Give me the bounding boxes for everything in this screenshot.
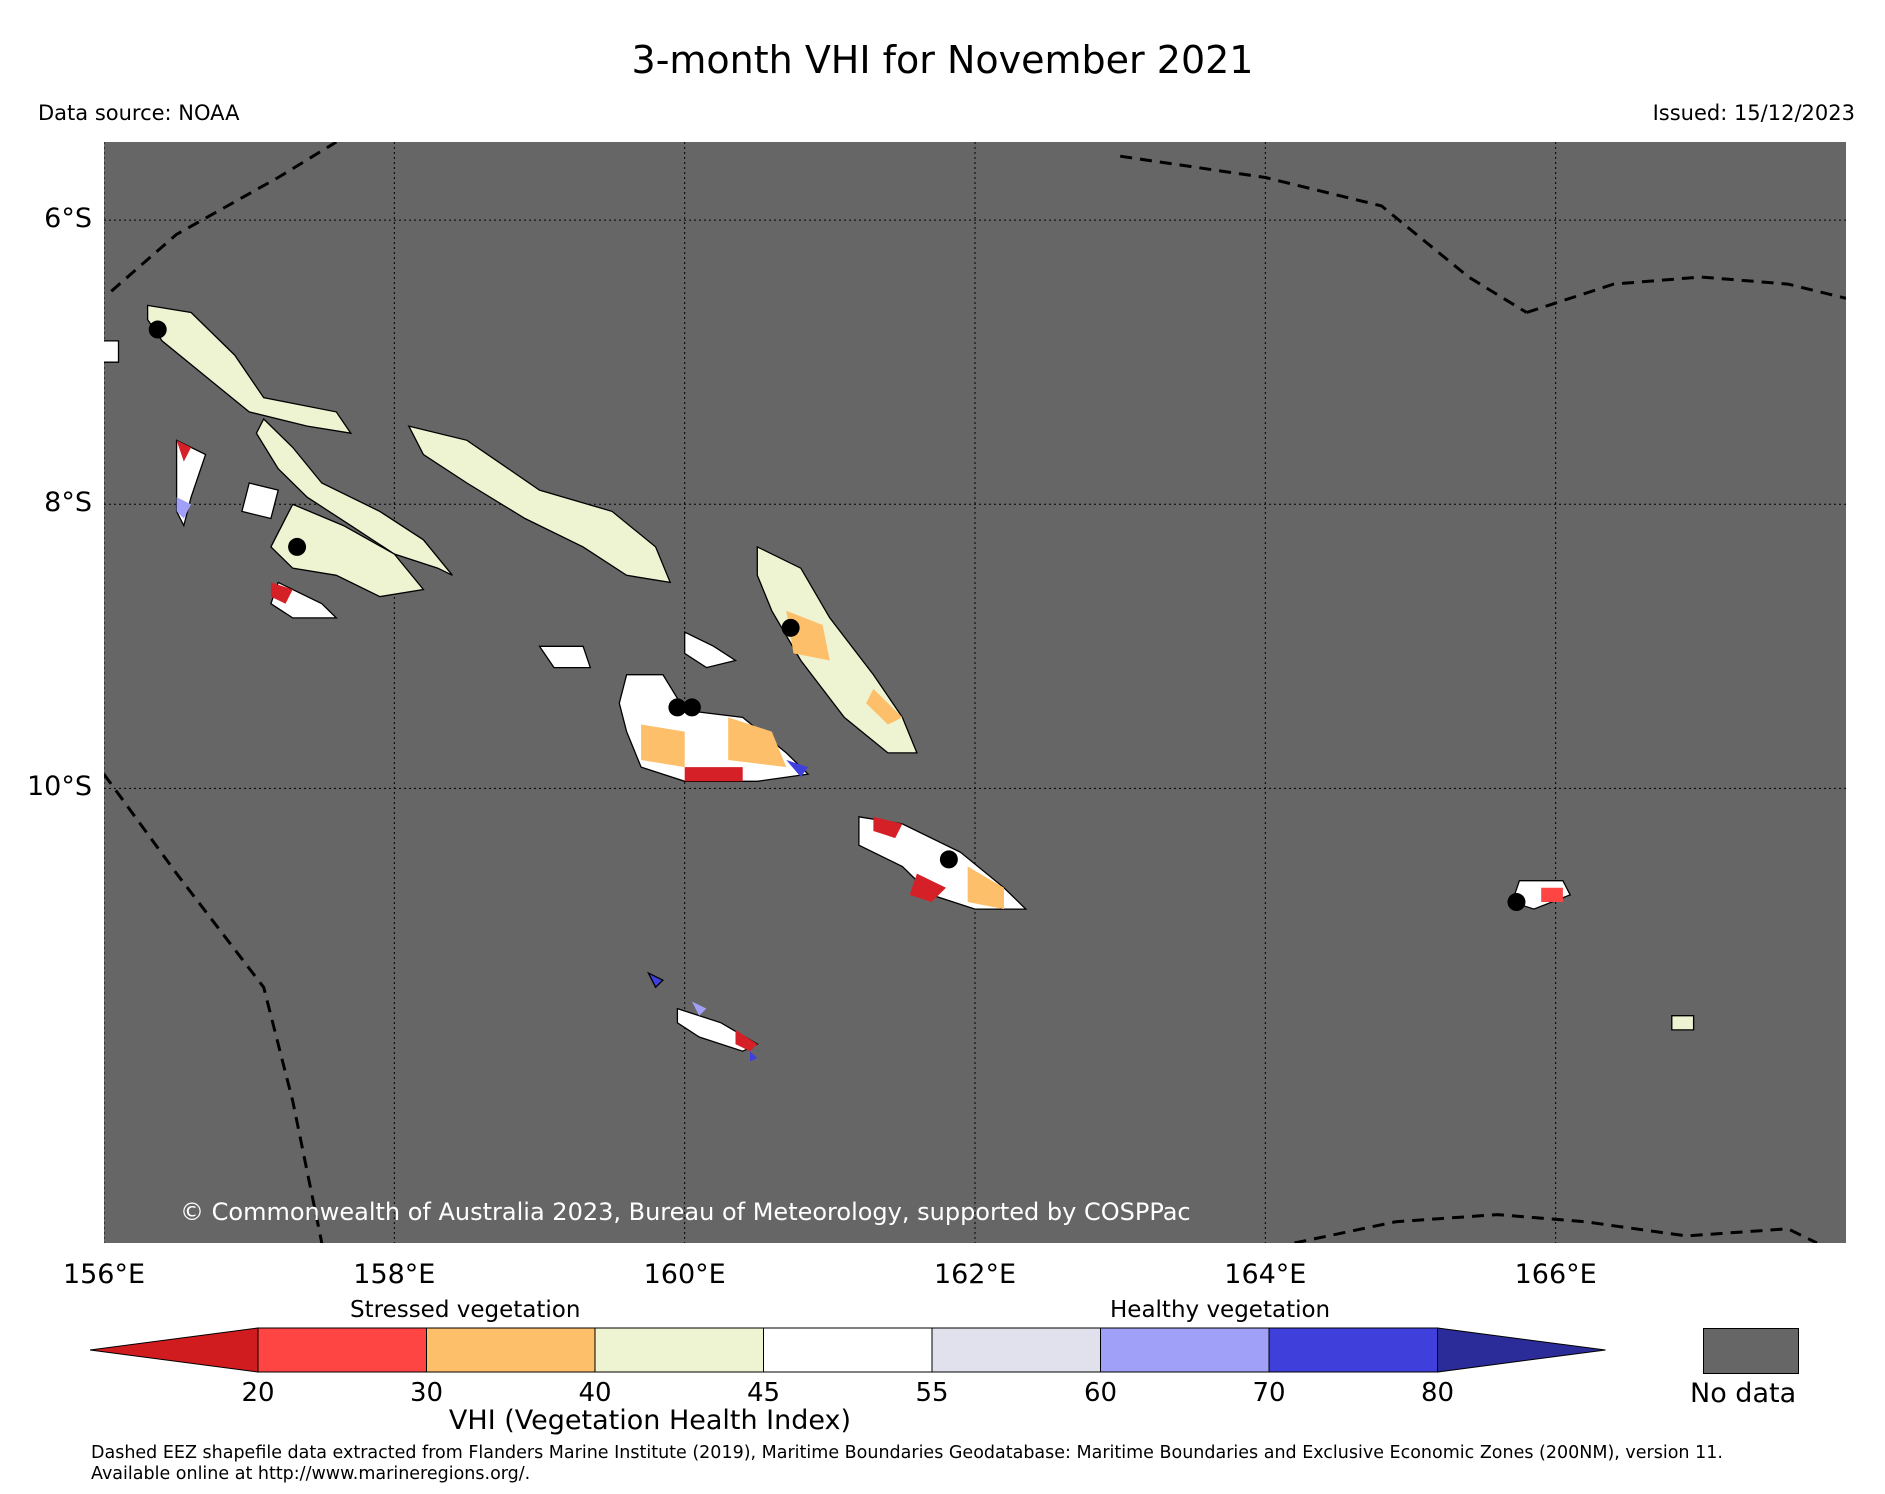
colorbar-tick-label: 20 [241, 1378, 275, 1408]
lon-tick-label: 164°E [1224, 1259, 1307, 1290]
stressed-vegetation-label: Stressed vegetation [350, 1297, 581, 1323]
lon-tick-label: 166°E [1514, 1259, 1597, 1290]
colorbar-tick-label: 80 [1420, 1378, 1455, 1408]
island [146, 304, 353, 435]
vhi-patch [750, 1051, 758, 1062]
vhi-patch [967, 866, 1004, 910]
eez-boundary-line [104, 773, 324, 1243]
town-marker [668, 698, 687, 717]
island [104, 340, 120, 363]
vhi-patch [786, 760, 809, 777]
vhi-patch [1541, 887, 1563, 902]
colorbar-tick-label: 70 [1252, 1378, 1286, 1408]
no-data-label: No data [1690, 1378, 1797, 1409]
vhi-patch [270, 582, 293, 604]
colorbar-tick-label: 55 [915, 1378, 949, 1408]
vhi-patch [735, 1029, 758, 1052]
town-marker [682, 698, 701, 717]
island [684, 631, 738, 669]
colorbar [90, 1327, 1606, 1373]
island [538, 645, 592, 669]
town-marker [1507, 893, 1526, 912]
vhi-patch [866, 688, 903, 725]
vhi-patch [873, 816, 903, 839]
colorbar-title: VHI (Vegetation Health Index) [448, 1405, 852, 1436]
eez-boundary-line [110, 142, 338, 293]
vhi-patch [176, 497, 192, 519]
eez-boundary-line [1526, 275, 1846, 314]
island [407, 425, 672, 584]
colorbar-bin [1268, 1327, 1438, 1373]
vhi-patch [684, 767, 743, 782]
island [270, 503, 425, 598]
colorbar-tick-label: 60 [1083, 1378, 1118, 1408]
town-marker [148, 320, 167, 339]
healthy-vegetation-label: Healthy vegetation [1110, 1297, 1331, 1323]
colorbar-bin [763, 1327, 933, 1373]
colorbar-tick-label: 30 [409, 1378, 444, 1408]
lat-tick-label: 6°S [44, 203, 92, 235]
colorbar-over-arrow [1437, 1327, 1606, 1373]
colorbar-bin [1100, 1327, 1270, 1373]
lon-tick-label: 162°E [933, 1259, 1017, 1290]
map-canvas [104, 142, 1846, 1243]
vhi-patch [641, 724, 685, 768]
issued-date: Issued: 15/12/2023 [1652, 101, 1855, 125]
lon-tick-label: 158°E [353, 1259, 436, 1290]
chart-title: 3-month VHI for November 2021 [631, 38, 1254, 82]
colorbar-bin [426, 1327, 596, 1373]
town-marker [781, 618, 800, 637]
lat-tick-label: 8°S [44, 487, 92, 519]
island [241, 482, 279, 520]
colorbar-tick-label: 40 [578, 1378, 612, 1408]
colorbar-bin [257, 1327, 427, 1373]
colorbar-bin [594, 1327, 764, 1373]
town-marker [939, 850, 958, 869]
copyright-notice: © Commonwealth of Australia 2023, Bureau… [180, 1198, 1191, 1226]
map-panel[interactable]: © Commonwealth of Australia 2023, Bureau… [104, 142, 1846, 1243]
island [646, 971, 665, 989]
colorbar-under-arrow [90, 1327, 259, 1373]
island [255, 417, 453, 576]
colorbar-tick-label: 45 [746, 1378, 781, 1408]
lon-tick-label: 160°E [643, 1259, 726, 1290]
colorbar-bin [931, 1327, 1101, 1373]
island [1671, 1015, 1695, 1031]
vhi-patch [176, 440, 192, 462]
eez-boundary-line [1294, 1213, 1818, 1243]
vhi-patch [728, 717, 787, 768]
vhi-patch [691, 1001, 707, 1016]
lon-tick-label: 156°E [62, 1259, 146, 1290]
no-data-swatch [1703, 1328, 1799, 1374]
lat-tick-label: 10°S [27, 771, 92, 803]
vhi-patch [909, 873, 946, 902]
eez-boundary-line [1119, 154, 1528, 314]
data-source: Data source: NOAA [38, 101, 240, 125]
footnote: Dashed EEZ shapefile data extracted from… [91, 1443, 1723, 1484]
town-marker [288, 537, 307, 556]
